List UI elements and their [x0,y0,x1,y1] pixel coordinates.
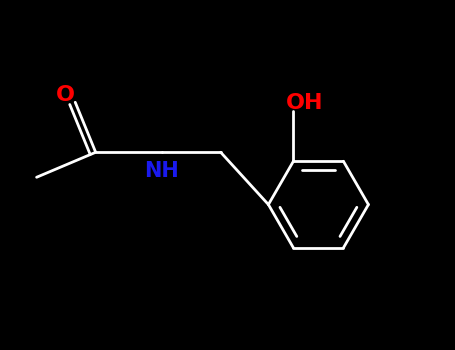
Text: O: O [56,85,75,105]
Text: NH: NH [144,161,179,181]
Text: OH: OH [286,93,324,113]
